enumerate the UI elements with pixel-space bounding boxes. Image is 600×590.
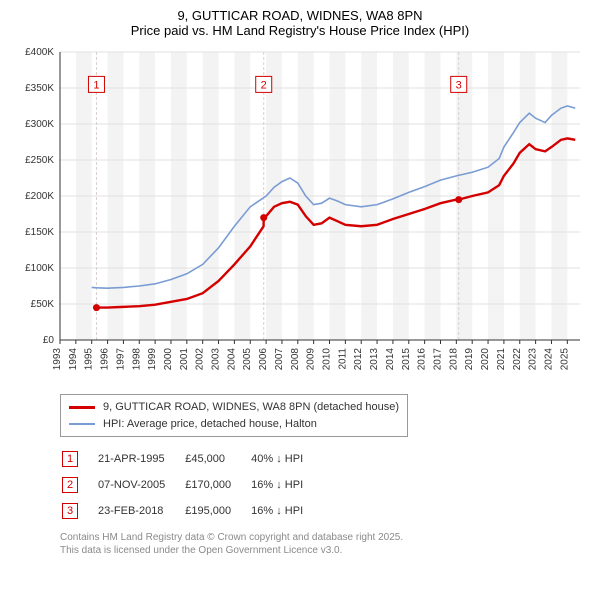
- x-tick-label: 1998: [131, 348, 142, 371]
- marker-delta: 16% ↓ HPI: [251, 473, 321, 497]
- x-tick-label: 2014: [385, 348, 396, 371]
- marker-delta: 40% ↓ HPI: [251, 447, 321, 471]
- x-tick-label: 1999: [147, 348, 158, 371]
- attribution-line1: Contains HM Land Registry data © Crown c…: [60, 531, 588, 544]
- x-tick-label: 2011: [337, 348, 348, 370]
- sale-point: [455, 196, 462, 203]
- y-tick-label: £50K: [31, 299, 55, 310]
- chart: £0 £50K £100K £150K £200K £250K £300K £350K £400…: [12, 46, 588, 386]
- marker-row: 1 21-APR-1995£45,00040% ↓ HPI: [62, 447, 321, 471]
- y-tick-label: £0: [43, 335, 55, 346]
- marker-date: 23-FEB-2018: [98, 499, 183, 523]
- x-tick-label: 2003: [211, 348, 222, 371]
- y-tick-label: £250K: [25, 155, 54, 166]
- x-tick-label: 2004: [226, 348, 237, 371]
- legend-swatch-blue: [69, 423, 95, 425]
- y-tick-label: £200K: [25, 191, 54, 202]
- y-tick-label: £300K: [25, 119, 54, 130]
- x-tick-label: 2001: [179, 348, 190, 371]
- marker-date: 21-APR-1995: [98, 447, 183, 471]
- legend-swatch-red: [69, 406, 95, 409]
- title-block: 9, GUTTICAR ROAD, WIDNES, WA8 8PN Price …: [12, 8, 588, 38]
- x-tick-label: 2020: [480, 348, 491, 371]
- x-tick-label: 1997: [115, 348, 126, 371]
- marker-price: £170,000: [185, 473, 249, 497]
- x-tick-label: 2012: [353, 348, 364, 371]
- attribution-line2: This data is licensed under the Open Gov…: [60, 544, 588, 557]
- x-tick-label: 1993: [52, 348, 63, 371]
- marker-price: £45,000: [185, 447, 249, 471]
- chart-container: 9, GUTTICAR ROAD, WIDNES, WA8 8PN Price …: [0, 0, 600, 565]
- y-tick-label: £100K: [25, 263, 54, 274]
- x-tick-label: 2015: [401, 348, 412, 371]
- attribution: Contains HM Land Registry data © Crown c…: [60, 531, 588, 557]
- x-tick-label: 2024: [543, 348, 554, 371]
- chart-svg: £0 £50K £100K £150K £200K £250K £300K £350K £400…: [12, 46, 588, 386]
- legend-label-hpi: HPI: Average price, detached house, Halt…: [103, 416, 317, 433]
- markers-table: 1 21-APR-1995£45,00040% ↓ HPI 2 07-NOV-2005…: [60, 445, 323, 525]
- marker-date: 07-NOV-2005: [98, 473, 183, 497]
- x-tick-label: 2009: [306, 348, 317, 371]
- legend: 9, GUTTICAR ROAD, WIDNES, WA8 8PN (detac…: [60, 394, 408, 437]
- x-tick-label: 2008: [290, 348, 301, 371]
- x-tick-label: 1995: [84, 348, 95, 371]
- chart-marker-label: 2: [261, 79, 267, 91]
- sale-point: [260, 214, 267, 221]
- x-tick-label: 2022: [512, 348, 523, 371]
- x-tick-label: 2021: [496, 348, 507, 371]
- x-tick-label: 2017: [432, 348, 443, 371]
- x-tick-label: 2000: [163, 348, 174, 371]
- chart-marker-label: 3: [456, 79, 462, 91]
- chart-marker-label: 1: [93, 79, 99, 91]
- y-tick-label: £150K: [25, 227, 54, 238]
- y-tick-label: £350K: [25, 83, 54, 94]
- marker-delta: 16% ↓ HPI: [251, 499, 321, 523]
- marker-badge: 1: [62, 451, 78, 467]
- marker-row: 2 07-NOV-2005£170,00016% ↓ HPI: [62, 473, 321, 497]
- marker-price: £195,000: [185, 499, 249, 523]
- legend-label-price-paid: 9, GUTTICAR ROAD, WIDNES, WA8 8PN (detac…: [103, 399, 399, 416]
- marker-badge: 2: [62, 477, 78, 493]
- x-tick-label: 2023: [528, 348, 539, 371]
- x-tick-label: 1996: [100, 348, 111, 371]
- x-tick-label: 2019: [464, 348, 475, 371]
- x-tick-label: 1994: [68, 348, 79, 371]
- x-tick-label: 2006: [258, 348, 269, 371]
- x-tick-label: 2010: [322, 348, 333, 371]
- title-address: 9, GUTTICAR ROAD, WIDNES, WA8 8PN: [12, 8, 588, 23]
- title-subtitle: Price paid vs. HM Land Registry's House …: [12, 23, 588, 38]
- x-tick-label: 2013: [369, 348, 380, 371]
- x-tick-label: 2005: [242, 348, 253, 371]
- marker-row: 3 23-FEB-2018£195,00016% ↓ HPI: [62, 499, 321, 523]
- marker-badge: 3: [62, 503, 78, 519]
- x-tick-label: 2016: [417, 348, 428, 371]
- x-tick-label: 2002: [195, 348, 206, 371]
- x-tick-label: 2025: [559, 348, 570, 371]
- sale-point: [93, 304, 100, 311]
- legend-row-hpi: HPI: Average price, detached house, Halt…: [69, 416, 399, 433]
- legend-row-price-paid: 9, GUTTICAR ROAD, WIDNES, WA8 8PN (detac…: [69, 399, 399, 416]
- x-tick-label: 2018: [448, 348, 459, 371]
- y-tick-label: £400K: [25, 47, 54, 58]
- x-tick-label: 2007: [274, 348, 285, 371]
